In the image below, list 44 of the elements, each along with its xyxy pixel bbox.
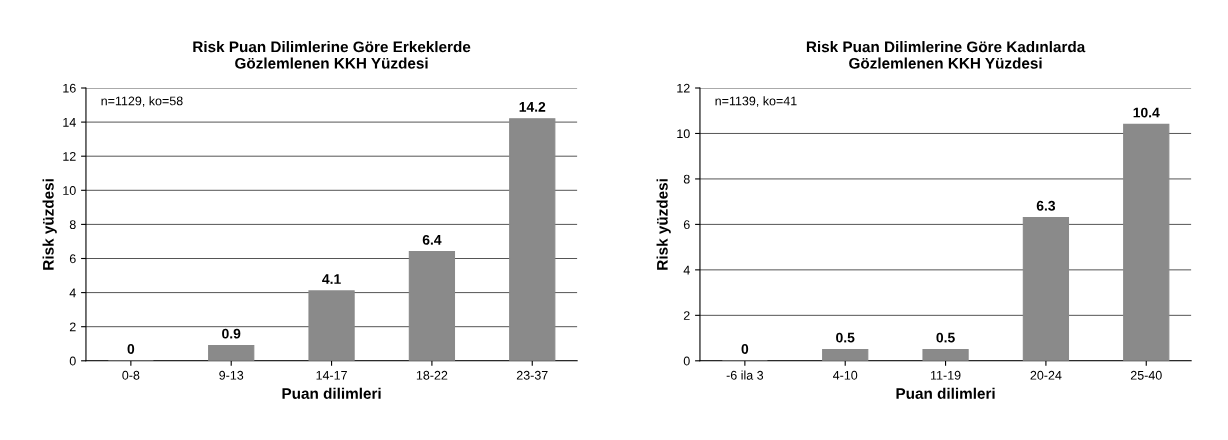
data-label: 0.5	[836, 332, 855, 343]
y-tick-label: 12	[677, 83, 690, 93]
chart-title: Risk Puan Dilimlerine Göre Erkeklerde Gözlemlenen KKH Yüzdesi	[193, 41, 471, 69]
x-tick-label: 0-8	[122, 370, 140, 380]
y-axis-title: Risk yüzdesi	[42, 179, 57, 270]
y-axis-title: Risk yüzdesi	[656, 179, 671, 270]
y-tick-label: 2	[69, 322, 76, 332]
x-axis-title: Puan dilimleri	[896, 387, 995, 399]
data-label: 0	[127, 344, 135, 354]
x-tick-label: 9-13	[219, 370, 244, 380]
x-tick-label: 11-19	[930, 370, 961, 380]
x-tick-label: 20-24	[1030, 370, 1062, 380]
y-tick-label: 0	[69, 356, 76, 366]
annotation: n=1129, ko=58	[101, 96, 183, 107]
data-label: 10.4	[1133, 107, 1160, 118]
y-tick-label: 14	[63, 118, 76, 127]
y-tick-label: 2	[683, 311, 690, 320]
y-tick-label: 0	[683, 356, 690, 366]
x-tick-label: 23-37	[516, 370, 548, 380]
x-tick-label: 18-22	[416, 370, 448, 380]
y-tick-label: 4	[69, 288, 76, 298]
y-tick-label: 6	[683, 220, 690, 230]
y-tick-label: 8	[69, 220, 76, 230]
x-tick-label: 25-40	[1130, 370, 1162, 380]
y-tick-label: 16	[63, 83, 76, 93]
x-tick-label: 4-10	[832, 370, 858, 380]
data-label: 14.2	[519, 101, 546, 112]
x-tick-label: 14-17	[316, 370, 347, 380]
annotation: n=1139, ko=41	[715, 96, 797, 107]
y-tick-label: 8	[683, 174, 690, 184]
y-tick-label: 10	[63, 186, 76, 195]
x-tick-label: -6 ila 3	[726, 370, 764, 380]
data-label: 0.5	[936, 332, 955, 343]
x-axis-title: Puan dilimleri	[282, 387, 381, 399]
data-label: 0.9	[222, 328, 241, 339]
y-tick-label: 12	[63, 152, 76, 161]
chart-title: Risk Puan Dilimlerine Göre Kadınlarda Gözlemlenen KKH Yüzdesi	[806, 41, 1086, 69]
y-tick-label: 6	[69, 254, 76, 264]
y-tick-label: 4	[683, 265, 690, 275]
data-label: 6.4	[422, 234, 442, 245]
data-label: 6.3	[1036, 200, 1056, 211]
y-tick-label: 10	[677, 129, 690, 139]
data-label: 0	[741, 344, 749, 354]
data-label: 4.1	[322, 274, 341, 284]
